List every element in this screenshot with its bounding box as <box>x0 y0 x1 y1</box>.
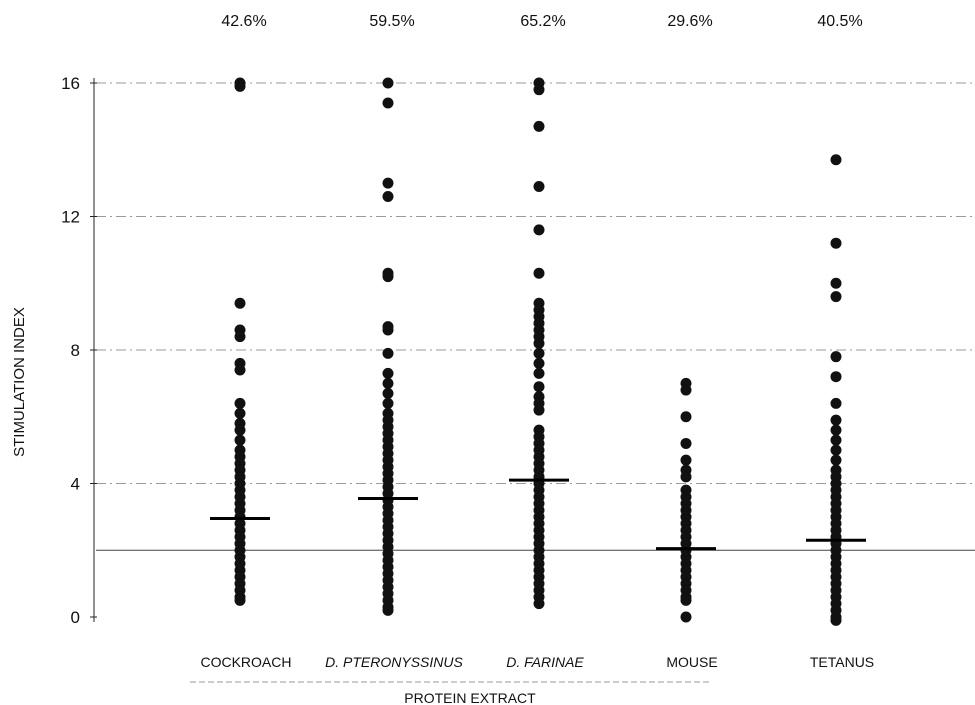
data-point-1-3 <box>382 190 394 202</box>
data-point-4-1 <box>830 237 842 249</box>
y-tick-label-0: 0 <box>71 608 80 627</box>
data-point-2-16 <box>533 381 545 393</box>
data-point-3-1 <box>680 384 692 396</box>
percent-label-2: 65.2% <box>520 13 565 30</box>
data-point-3-2 <box>680 411 692 423</box>
y-tick-label-4: 4 <box>71 475 80 494</box>
data-point-0-7 <box>234 397 246 409</box>
data-point-0-10 <box>234 424 246 436</box>
data-point-4-8 <box>830 424 842 436</box>
data-point-3-6 <box>680 471 692 483</box>
data-point-4-9 <box>830 434 842 446</box>
y-tick-label-16: 16 <box>61 74 80 93</box>
data-points <box>234 77 842 626</box>
data-point-1-8 <box>382 347 394 359</box>
data-point-3-4 <box>680 454 692 466</box>
y-tick-label-8: 8 <box>71 341 80 360</box>
data-point-1-2 <box>382 177 394 189</box>
data-point-4-35 <box>830 614 842 626</box>
data-point-3-25 <box>680 611 692 623</box>
data-point-0-6 <box>234 364 246 376</box>
data-point-2-5 <box>533 267 545 279</box>
percent-labels: 42.6% 59.5% 65.2% 29.6% 40.5% <box>221 13 862 30</box>
data-point-1-7 <box>382 324 394 336</box>
data-point-1-0 <box>382 77 394 89</box>
data-point-0-2 <box>234 297 246 309</box>
data-point-3-3 <box>680 437 692 449</box>
y-tick-label-12: 12 <box>61 208 80 227</box>
y-axis-label: STIMULATION INDEX <box>11 307 28 457</box>
data-point-2-15 <box>533 367 545 379</box>
category-label-1: D. PTERONYSSINUS <box>325 654 463 670</box>
data-point-2-46 <box>533 598 545 610</box>
data-point-2-3 <box>533 180 545 192</box>
data-point-1-43 <box>382 604 394 616</box>
data-point-4-4 <box>830 351 842 363</box>
data-point-4-7 <box>830 414 842 426</box>
data-point-1-5 <box>382 271 394 283</box>
percent-label-4: 40.5% <box>817 13 862 30</box>
data-point-0-8 <box>234 407 246 419</box>
data-point-1-12 <box>382 397 394 409</box>
data-point-2-14 <box>533 357 545 369</box>
grid-layer <box>96 82 975 484</box>
data-point-4-2 <box>830 277 842 289</box>
data-point-1-10 <box>382 377 394 389</box>
data-point-4-11 <box>830 454 842 466</box>
data-point-4-10 <box>830 444 842 456</box>
data-point-1-9 <box>382 367 394 379</box>
mean-bars <box>210 478 866 551</box>
data-point-4-3 <box>830 291 842 303</box>
category-label-4: TETANUS <box>810 654 874 670</box>
data-point-0-4 <box>234 331 246 343</box>
data-point-2-4 <box>533 224 545 236</box>
category-labels: COCKROACH D. PTERONYSSINUS D. FARINAE MOUSE… <box>200 654 874 670</box>
data-point-4-5 <box>830 371 842 383</box>
data-point-0-35 <box>234 594 246 606</box>
data-point-1-1 <box>382 97 394 109</box>
data-point-3-24 <box>680 594 692 606</box>
data-point-0-1 <box>234 80 246 92</box>
data-point-2-12 <box>533 337 545 349</box>
percent-label-1: 59.5% <box>369 13 414 30</box>
percent-label-0: 42.6% <box>221 13 266 30</box>
data-point-2-1 <box>533 84 545 96</box>
data-point-4-0 <box>830 154 842 166</box>
data-point-2-13 <box>533 347 545 359</box>
y-ticks: 0 4 8 12 16 <box>61 74 97 627</box>
category-label-2: D. FARINAE <box>506 654 584 670</box>
category-label-0: COCKROACH <box>200 654 291 670</box>
data-point-2-19 <box>533 404 545 416</box>
percent-label-3: 29.6% <box>667 13 712 30</box>
data-point-1-11 <box>382 387 394 399</box>
category-label-3: MOUSE <box>666 654 717 670</box>
x-axis-label: PROTEIN EXTRACT <box>404 690 536 705</box>
data-point-2-2 <box>533 120 545 132</box>
data-point-0-11 <box>234 434 246 446</box>
data-point-4-6 <box>830 397 842 409</box>
